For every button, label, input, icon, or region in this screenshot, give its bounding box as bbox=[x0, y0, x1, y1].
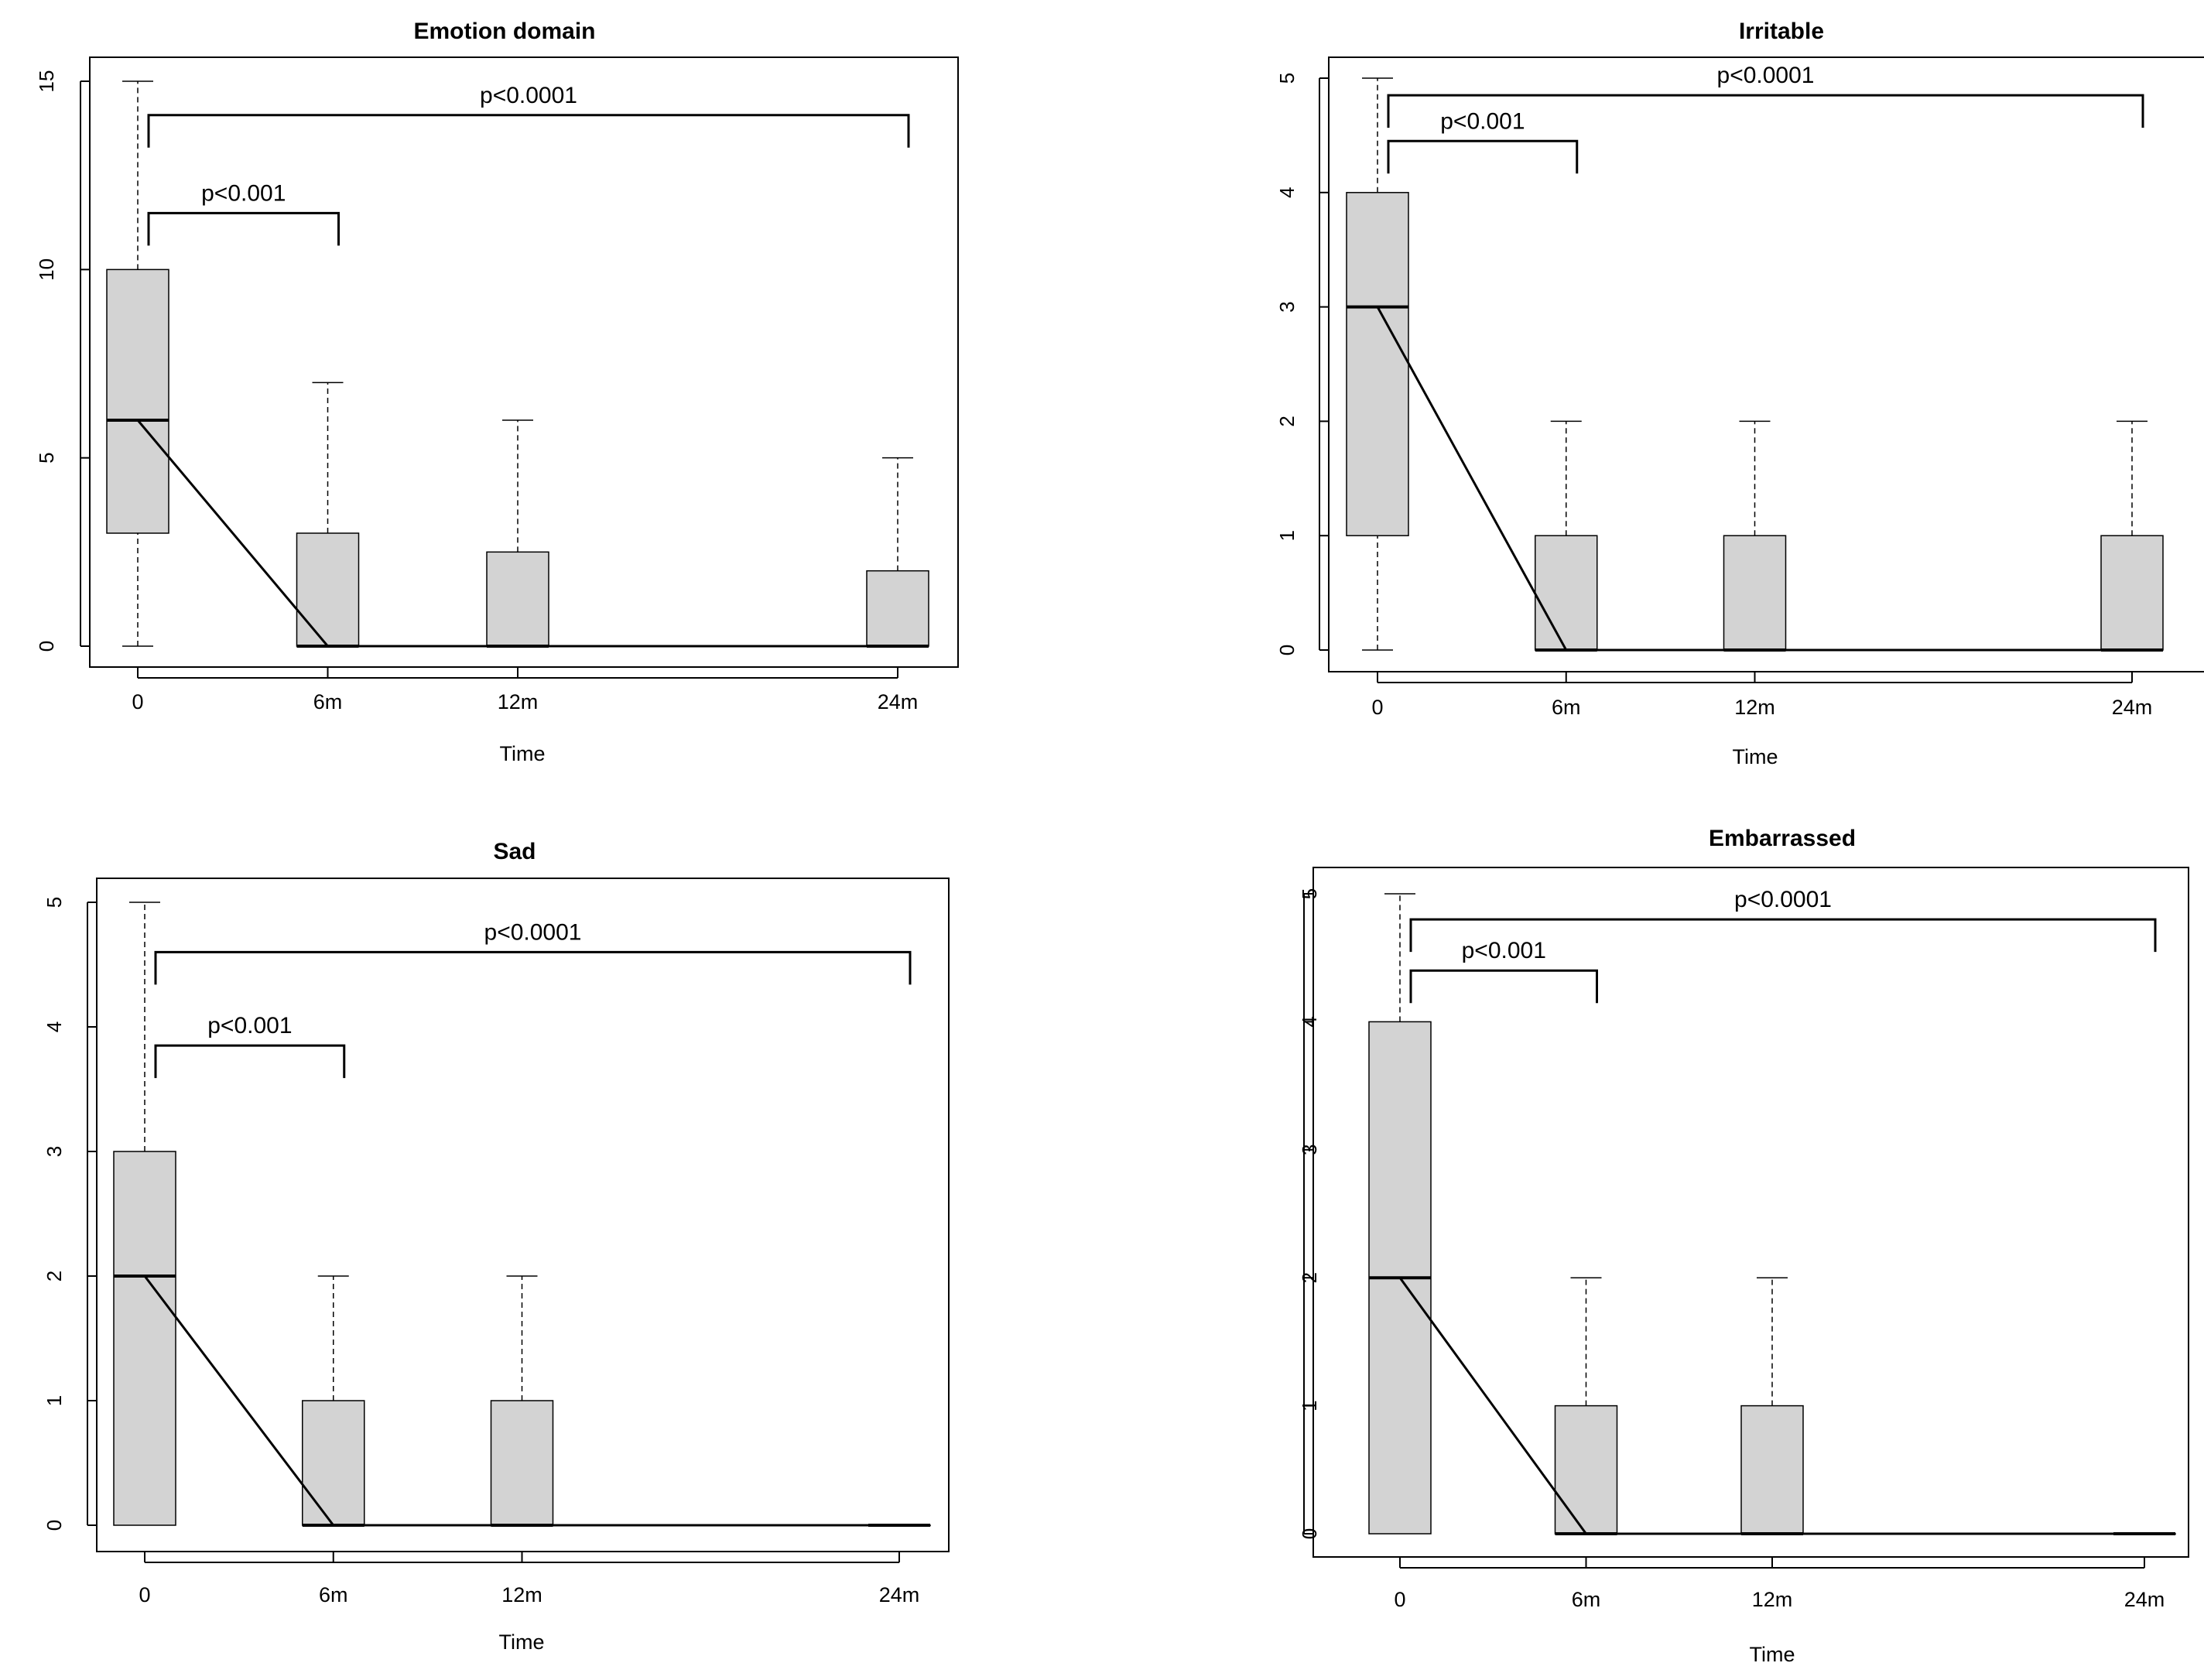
box bbox=[113, 1151, 176, 1526]
panel-embarrassed: Embarrassed Time 0 1 2 3 4 5 0 6m 12m 24m p<0.001 p… bbox=[1298, 826, 2189, 1666]
chart-title: Irritable bbox=[1739, 19, 1824, 44]
box bbox=[1554, 1405, 1618, 1535]
x-tick-label: 0 bbox=[132, 690, 143, 713]
box bbox=[1535, 535, 1598, 651]
box bbox=[106, 269, 169, 534]
trend-line bbox=[143, 1275, 899, 1527]
p-value-label: p<0.0001 bbox=[1717, 63, 1815, 88]
panel-irritable: Irritable Time 0 1 2 3 4 5 0 6m 12m 24m p<0.001 p<0… bbox=[1275, 19, 2204, 768]
plot-frame bbox=[1328, 56, 2204, 672]
y-tick-label: 2 bbox=[43, 1271, 66, 1281]
x-tick-label: 12m bbox=[498, 690, 539, 713]
p-value-label: p<0.001 bbox=[1462, 938, 1546, 963]
x-tick-label: 0 bbox=[139, 1583, 150, 1606]
plot-area: 0 1 2 3 4 5 0 6m 12m 24m p<0.001 p<0.0001 bbox=[1275, 56, 2204, 719]
x-tick-label: 12m bbox=[1734, 696, 1775, 719]
y-tick-label: 3 bbox=[1298, 1145, 1321, 1155]
plot-area: 0 1 2 3 4 5 0 6m 12m 24m p<0.001 p<0.0001 bbox=[1298, 867, 2189, 1611]
y-tick-label: 0 bbox=[1298, 1528, 1321, 1539]
y-tick-label: 5 bbox=[1298, 888, 1321, 899]
significance-bracket bbox=[1409, 918, 2157, 953]
p-value-label: p<0.001 bbox=[1440, 108, 1525, 134]
y-tick-label: 4 bbox=[43, 1021, 66, 1032]
x-tick-label: 24m bbox=[879, 1583, 920, 1606]
panel-emotion-domain: Emotion domain Time 0 5 10 15 0 6m 12m 24m p<0.0… bbox=[35, 19, 959, 765]
chart-title: Emotion domain bbox=[414, 19, 596, 44]
significance-bracket bbox=[147, 114, 910, 148]
x-tick-label: 0 bbox=[1371, 696, 1383, 719]
plot-frame bbox=[89, 56, 959, 668]
box bbox=[1346, 192, 1409, 536]
y-tick-label: 3 bbox=[43, 1146, 66, 1157]
y-tick-label: 0 bbox=[43, 1520, 66, 1531]
y-tick-label: 4 bbox=[1298, 1016, 1321, 1027]
box bbox=[486, 551, 549, 647]
plot-area: 0 5 10 15 0 6m 12m 24m p<0.001 p<0.0001 bbox=[35, 56, 959, 713]
box bbox=[866, 570, 929, 647]
x-tick-label: 12m bbox=[1752, 1588, 1793, 1611]
box bbox=[302, 1400, 365, 1526]
x-tick-label: 6m bbox=[1572, 1588, 1601, 1611]
p-value-label: p<0.0001 bbox=[480, 83, 577, 108]
panel-sad: Sad Time 0 1 2 3 4 5 0 6m 12m 24m p<0.001 p<0.0001 bbox=[43, 839, 950, 1654]
significance-bracket bbox=[1387, 94, 2144, 128]
y-tick-label: 5 bbox=[43, 897, 66, 908]
y-tick-label: 4 bbox=[1275, 187, 1299, 198]
y-tick-label: 2 bbox=[1275, 416, 1299, 426]
box bbox=[490, 1400, 554, 1526]
x-tick-label: 24m bbox=[2124, 1588, 2165, 1611]
p-value-label: p<0.001 bbox=[207, 1013, 292, 1038]
chart-title: Sad bbox=[493, 839, 536, 864]
x-tick-label: 24m bbox=[2112, 696, 2153, 719]
x-axis-label: Time bbox=[499, 1630, 545, 1654]
p-value-label: p<0.0001 bbox=[484, 919, 582, 945]
box bbox=[1723, 535, 1787, 651]
y-tick-label: 2 bbox=[1298, 1272, 1321, 1283]
box bbox=[296, 532, 360, 647]
plot-area: 0 1 2 3 4 5 0 6m 12m 24m p<0.001 p<0.0001 bbox=[43, 878, 950, 1606]
y-tick-label: 0 bbox=[35, 641, 58, 652]
x-tick-label: 6m bbox=[313, 690, 343, 713]
x-axis-label: Time bbox=[500, 742, 546, 765]
significance-bracket bbox=[1409, 969, 1598, 1004]
x-tick-label: 0 bbox=[1394, 1588, 1405, 1611]
x-tick-label: 12m bbox=[501, 1583, 542, 1606]
x-tick-label: 6m bbox=[1552, 696, 1581, 719]
y-tick-label: 1 bbox=[1275, 530, 1299, 541]
box bbox=[2100, 535, 2164, 651]
plot-frame bbox=[1312, 867, 2189, 1558]
p-value-label: p<0.001 bbox=[201, 180, 286, 206]
x-axis-label: Time bbox=[1750, 1643, 1795, 1666]
significance-bracket bbox=[1387, 139, 1579, 174]
significance-bracket bbox=[154, 1044, 346, 1079]
y-tick-label: 3 bbox=[1275, 301, 1299, 312]
trend-line bbox=[136, 419, 898, 648]
x-tick-label: 24m bbox=[878, 690, 919, 713]
y-tick-label: 1 bbox=[1298, 1400, 1321, 1411]
trend-line bbox=[1376, 306, 2132, 652]
x-axis-label: Time bbox=[1733, 745, 1778, 768]
p-value-label: p<0.0001 bbox=[1734, 887, 1832, 912]
y-tick-label: 5 bbox=[35, 452, 58, 463]
y-tick-label: 0 bbox=[1275, 645, 1299, 655]
y-tick-label: 5 bbox=[1275, 73, 1299, 84]
trend-line bbox=[1398, 1277, 2144, 1535]
y-tick-label: 10 bbox=[35, 258, 58, 281]
chart-title: Embarrassed bbox=[1709, 826, 1856, 851]
significance-bracket bbox=[147, 211, 340, 246]
y-tick-label: 15 bbox=[35, 70, 58, 93]
y-tick-label: 1 bbox=[43, 1395, 66, 1406]
box bbox=[1740, 1405, 1804, 1535]
significance-bracket bbox=[154, 950, 912, 985]
x-tick-label: 6m bbox=[319, 1583, 348, 1606]
